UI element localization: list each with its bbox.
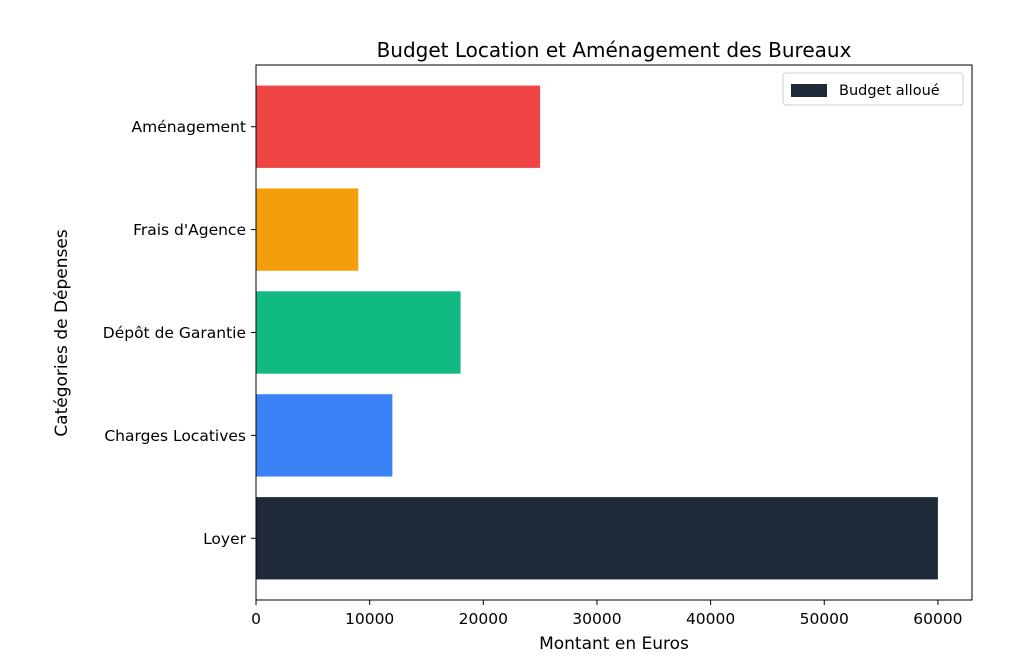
legend-frame <box>782 72 964 106</box>
bar-loyer <box>256 497 938 580</box>
bar-amenagement <box>256 85 541 168</box>
y-tick-label: Dépôt de Garantie <box>103 324 246 342</box>
y-axis-label: Catégories de Dépenses <box>52 229 72 437</box>
legend-label: Budget alloué <box>839 83 940 99</box>
x-tick-label: 30000 <box>572 610 621 628</box>
x-tick-label: 40000 <box>686 610 735 628</box>
x-tick-label: 50000 <box>800 610 849 628</box>
legend: Budget alloué <box>782 72 964 106</box>
y-tick-label: Loyer <box>203 530 247 548</box>
x-axis-label: Montant en Euros <box>539 634 689 654</box>
x-tick-label: 10000 <box>345 610 394 628</box>
x-tick-label: 0 <box>251 610 261 628</box>
y-tick-label: Aménagement <box>132 118 246 136</box>
y-tick-label: Charges Locatives <box>104 427 246 445</box>
x-tick-label: 20000 <box>459 610 508 628</box>
y-tick-label: Frais d'Agence <box>133 221 246 239</box>
legend-swatch <box>791 84 827 97</box>
x-tick-label: 60000 <box>913 610 962 628</box>
chart-title: Budget Location et Aménagement des Burea… <box>377 38 852 62</box>
bar-charges-locatives <box>256 394 393 477</box>
bar-depot-de-garantie <box>256 291 461 374</box>
bar-frais-d-agence <box>256 188 359 271</box>
